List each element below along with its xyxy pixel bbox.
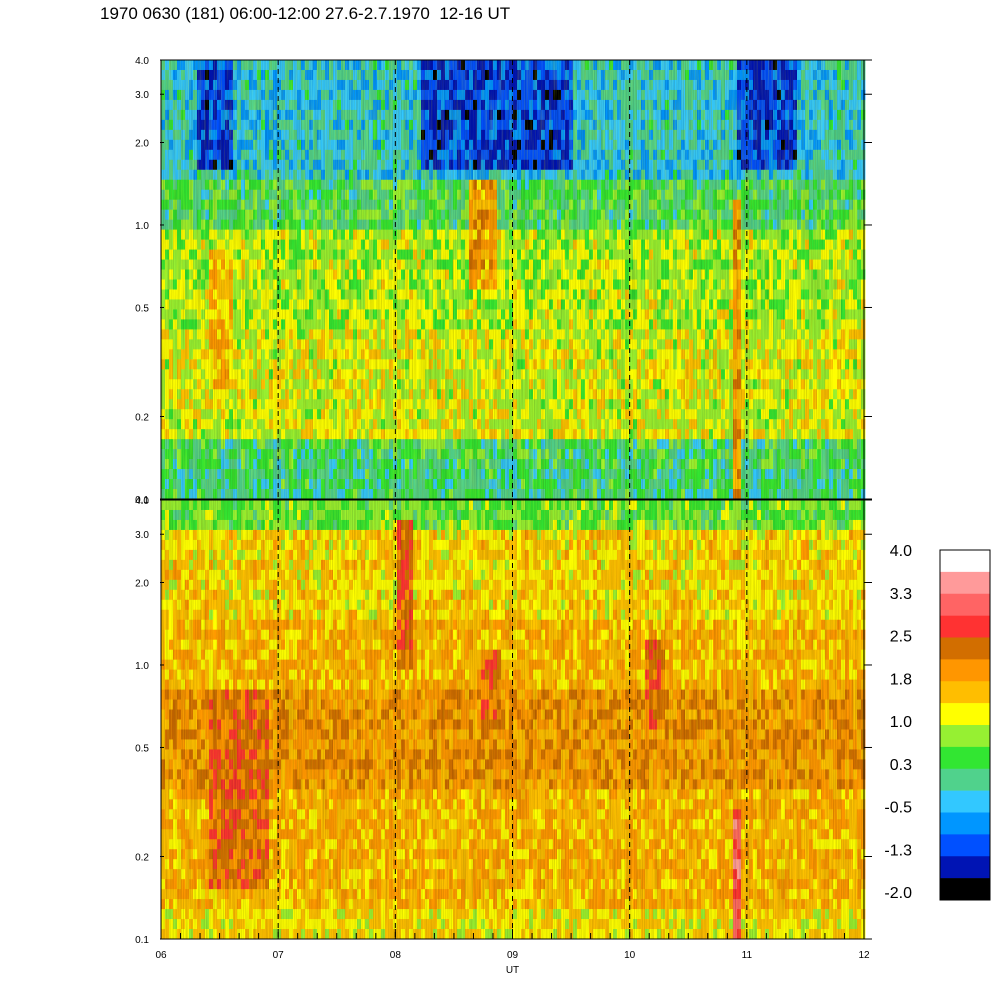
chart-title: 1970 0630 (181) 06:00-12:00 27.6-2.7.197… — [100, 4, 511, 23]
upper-panel — [161, 60, 866, 500]
